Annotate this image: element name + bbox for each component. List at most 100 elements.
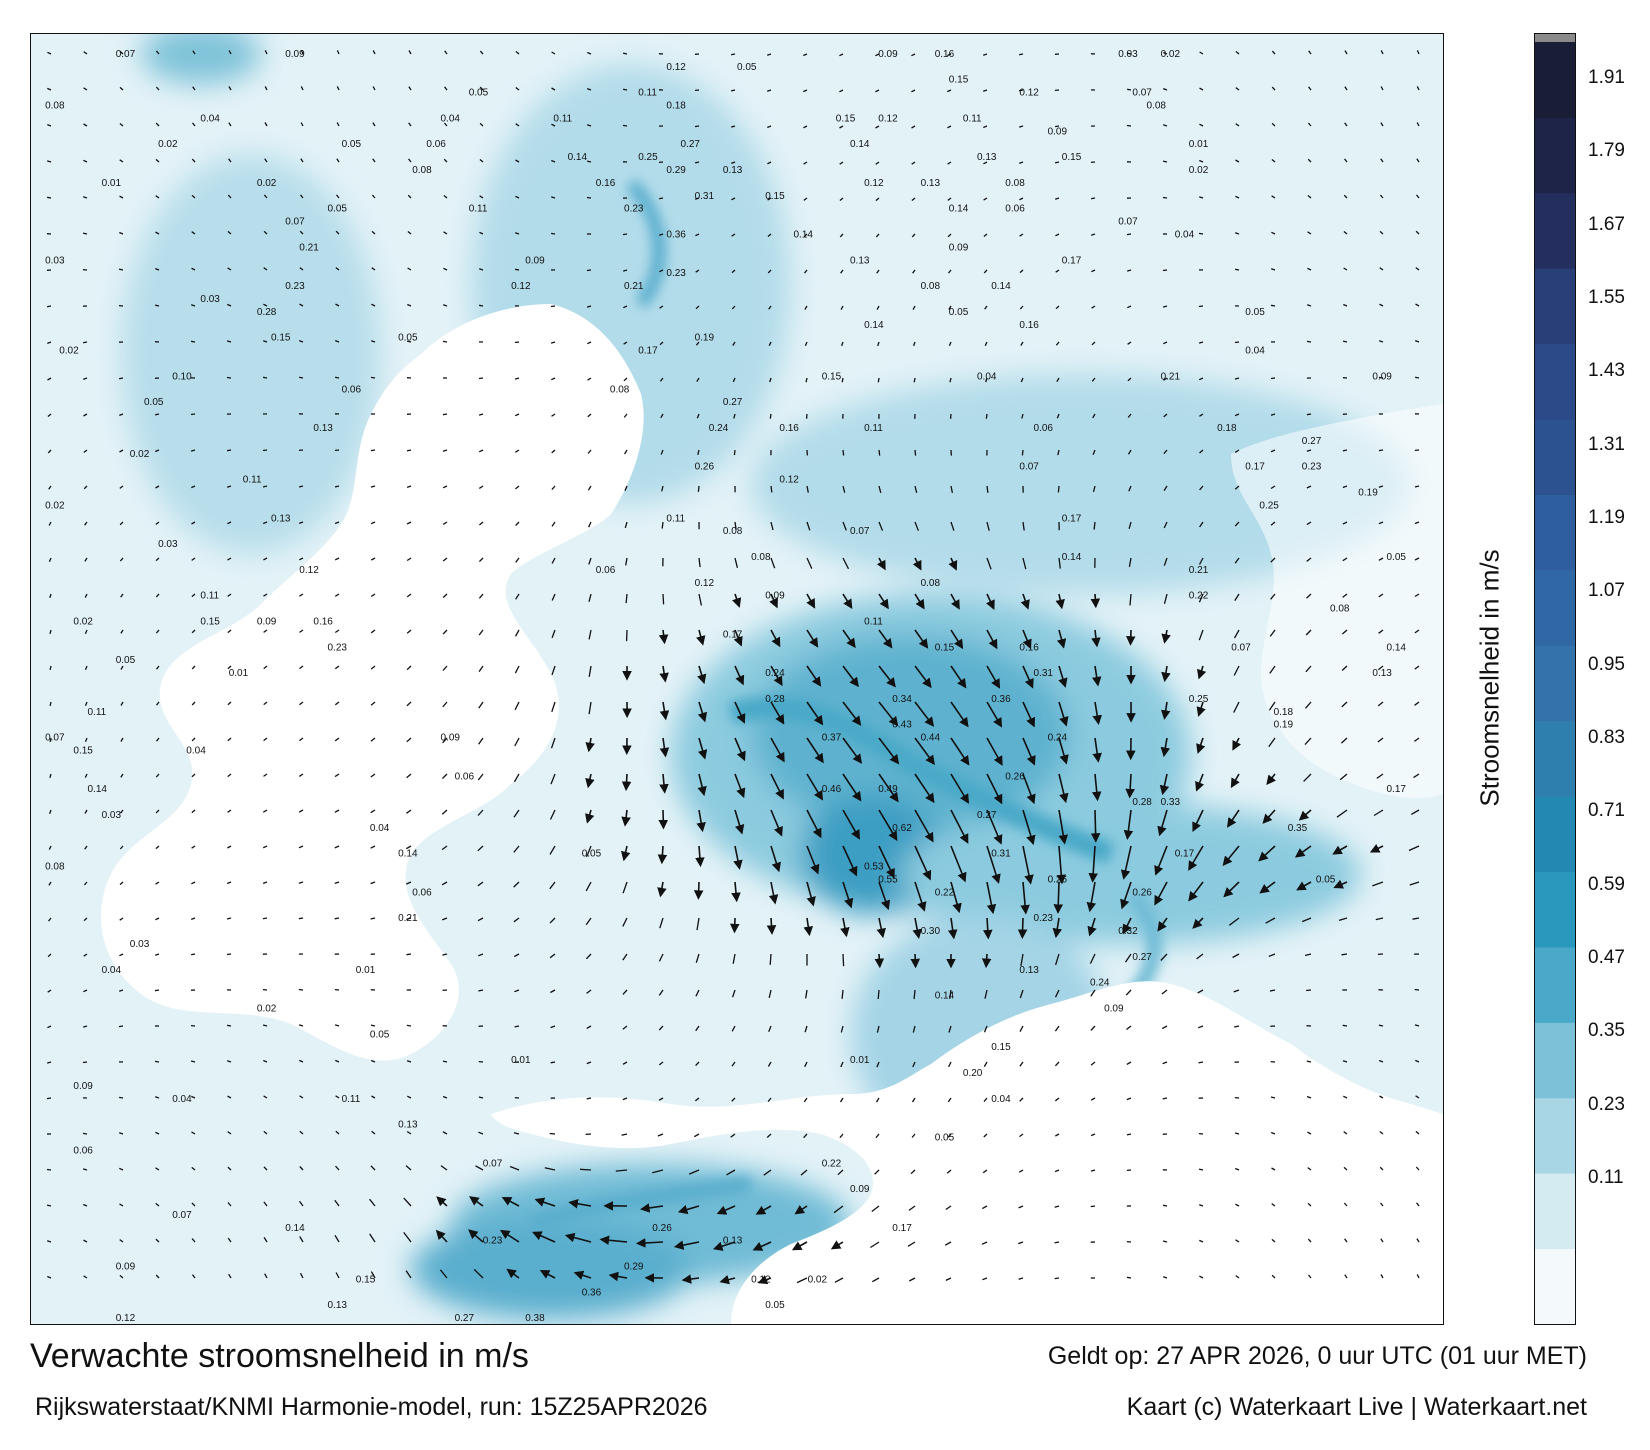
grid-mark [948, 341, 952, 347]
grid-mark [514, 989, 520, 993]
grid-mark [839, 233, 844, 238]
current-arrow [1056, 845, 1067, 885]
grid-mark [119, 1274, 124, 1279]
grid-mark [839, 1097, 844, 1103]
grid-mark [730, 53, 736, 56]
grid-mark [441, 773, 448, 780]
grid-mark [622, 124, 628, 127]
grid-mark [49, 773, 52, 778]
current-arrow [1159, 773, 1170, 796]
grid-mark [1235, 1239, 1240, 1243]
grid-mark [911, 89, 916, 93]
grid-mark [228, 86, 232, 91]
grid-mark [1378, 485, 1384, 488]
grid-mark [1126, 1061, 1132, 1065]
speed-value-label: 0.14 [1062, 552, 1082, 563]
grid-mark [262, 449, 268, 452]
grid-mark [908, 1277, 916, 1282]
speed-value-label: 0.37 [822, 733, 842, 744]
grid-mark [1199, 123, 1204, 127]
grid-mark [1235, 232, 1240, 235]
grid-mark [1340, 737, 1348, 744]
grid-mark [983, 269, 988, 274]
current-arrow [1369, 843, 1384, 853]
grid-mark [298, 773, 304, 777]
grid-mark [1305, 629, 1312, 636]
grid-mark [1056, 413, 1060, 419]
current-arrow [1154, 845, 1168, 876]
current-arrow [840, 917, 850, 938]
grid-mark [1301, 917, 1312, 923]
grid-mark [406, 737, 412, 743]
grid-mark [840, 305, 844, 310]
grid-mark [1409, 881, 1420, 886]
current-arrow [1053, 881, 1064, 914]
grid-mark [83, 1239, 88, 1243]
grid-mark [983, 53, 988, 56]
flow-intensity-layer [121, 34, 1411, 1319]
grid-mark [912, 305, 916, 310]
grid-mark [587, 124, 592, 127]
current-arrow [573, 1270, 592, 1280]
speed-value-label: 0.15 [991, 1042, 1011, 1053]
grid-mark [407, 158, 412, 163]
grid-mark [155, 593, 160, 598]
grid-mark [1126, 1097, 1132, 1101]
grid-mark [49, 629, 52, 635]
grid-mark [370, 593, 376, 598]
grid-mark [984, 305, 988, 310]
grid-mark [1235, 123, 1240, 127]
grid-mark [1343, 230, 1348, 235]
grid-mark [731, 233, 736, 237]
grid-mark [1126, 1276, 1132, 1279]
speed-value-label: 0.02 [1161, 49, 1181, 60]
grid-mark [1304, 737, 1312, 746]
grid-mark [372, 122, 376, 127]
speed-value-label: 0.17 [1175, 849, 1195, 860]
grid-mark [263, 629, 268, 633]
grid-mark [1055, 1097, 1060, 1102]
grid-mark [298, 1024, 304, 1027]
grid-mark [478, 989, 484, 992]
current-arrow [1161, 665, 1171, 683]
grid-mark [1126, 52, 1132, 55]
grid-mark [1198, 305, 1204, 308]
grid-mark [1018, 1169, 1024, 1173]
grid-mark [734, 521, 737, 530]
speed-value-label: 0.08 [751, 552, 771, 563]
grid-mark [1162, 1204, 1168, 1207]
current-arrow [770, 809, 783, 837]
grid-mark [334, 593, 340, 597]
current-arrow [469, 1196, 484, 1207]
grid-mark [119, 881, 124, 886]
grid-mark [300, 50, 304, 55]
current-arrow [806, 701, 824, 726]
speed-value-label: 0.09 [257, 617, 277, 628]
current-arrow [697, 701, 708, 723]
grid-mark [1235, 195, 1240, 199]
grid-mark [155, 845, 160, 850]
speed-value-label: 0.01 [1189, 139, 1209, 150]
grid-mark [119, 413, 124, 417]
grid-mark [334, 737, 340, 742]
grid-mark [1307, 158, 1312, 163]
grid-mark [444, 50, 448, 55]
grid-mark [1163, 377, 1168, 381]
speed-value-label: 0.14 [1387, 642, 1407, 653]
grid-mark [262, 521, 268, 525]
grid-mark [622, 233, 628, 236]
grid-mark [478, 737, 484, 745]
grid-mark [263, 303, 268, 307]
grid-mark [191, 1274, 196, 1279]
grid-mark [1162, 305, 1168, 308]
grid-mark [947, 269, 952, 274]
grid-mark [911, 125, 916, 129]
colorbar-tick-label: 0.47 [1588, 947, 1625, 968]
grid-mark [623, 413, 628, 418]
grid-mark [442, 557, 448, 562]
colorbar-tick-label: 1.07 [1588, 580, 1625, 602]
grid-mark [335, 1095, 340, 1099]
speed-value-label: 0.13 [271, 513, 291, 524]
grid-mark [263, 1130, 268, 1135]
grid-mark [120, 773, 124, 778]
